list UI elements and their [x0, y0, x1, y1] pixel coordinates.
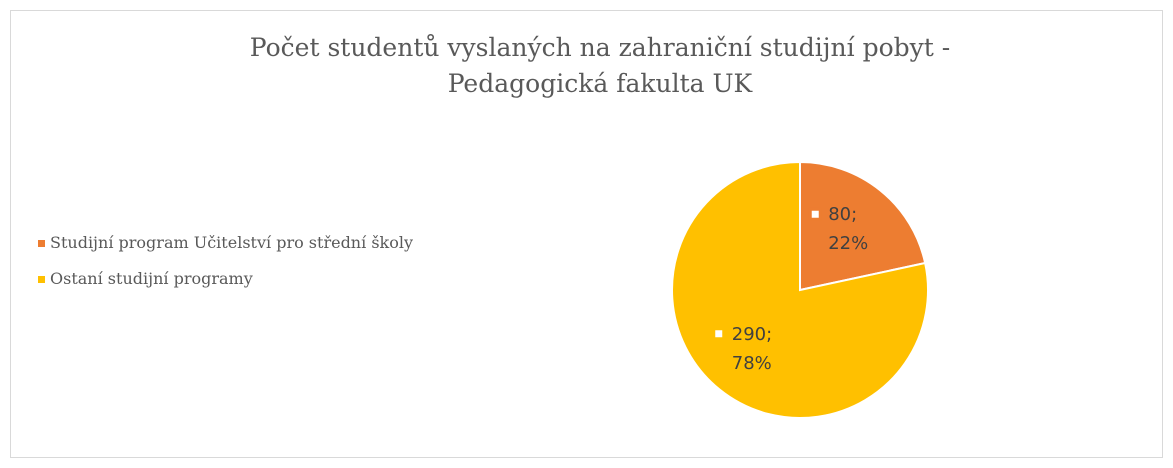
chart-title: Počet studentů vyslaných na zahraniční s…: [249, 33, 951, 98]
data-label: 290;: [732, 324, 772, 345]
label-marker: [712, 327, 726, 341]
data-label-percent: 22%: [828, 233, 868, 254]
legend-swatch: [38, 276, 45, 283]
chart-frame: [10, 10, 1163, 458]
legend-label: Ostaní studijní programy: [50, 269, 253, 288]
legend-swatch: [38, 240, 45, 247]
pie-slice: [799, 160, 927, 292]
legend-item: Ostaní studijní programy: [38, 268, 418, 289]
data-label: 80;: [828, 204, 857, 225]
label-marker: [808, 207, 822, 221]
legend-label: Studijní program Učitelství pro střední …: [50, 233, 414, 252]
legend-item: Studijní program Učitelství pro střední …: [38, 232, 418, 253]
legend: Studijní program Učitelství pro střední …: [38, 232, 418, 304]
data-label-percent: 78%: [732, 353, 772, 374]
pie-slice: [671, 160, 929, 419]
